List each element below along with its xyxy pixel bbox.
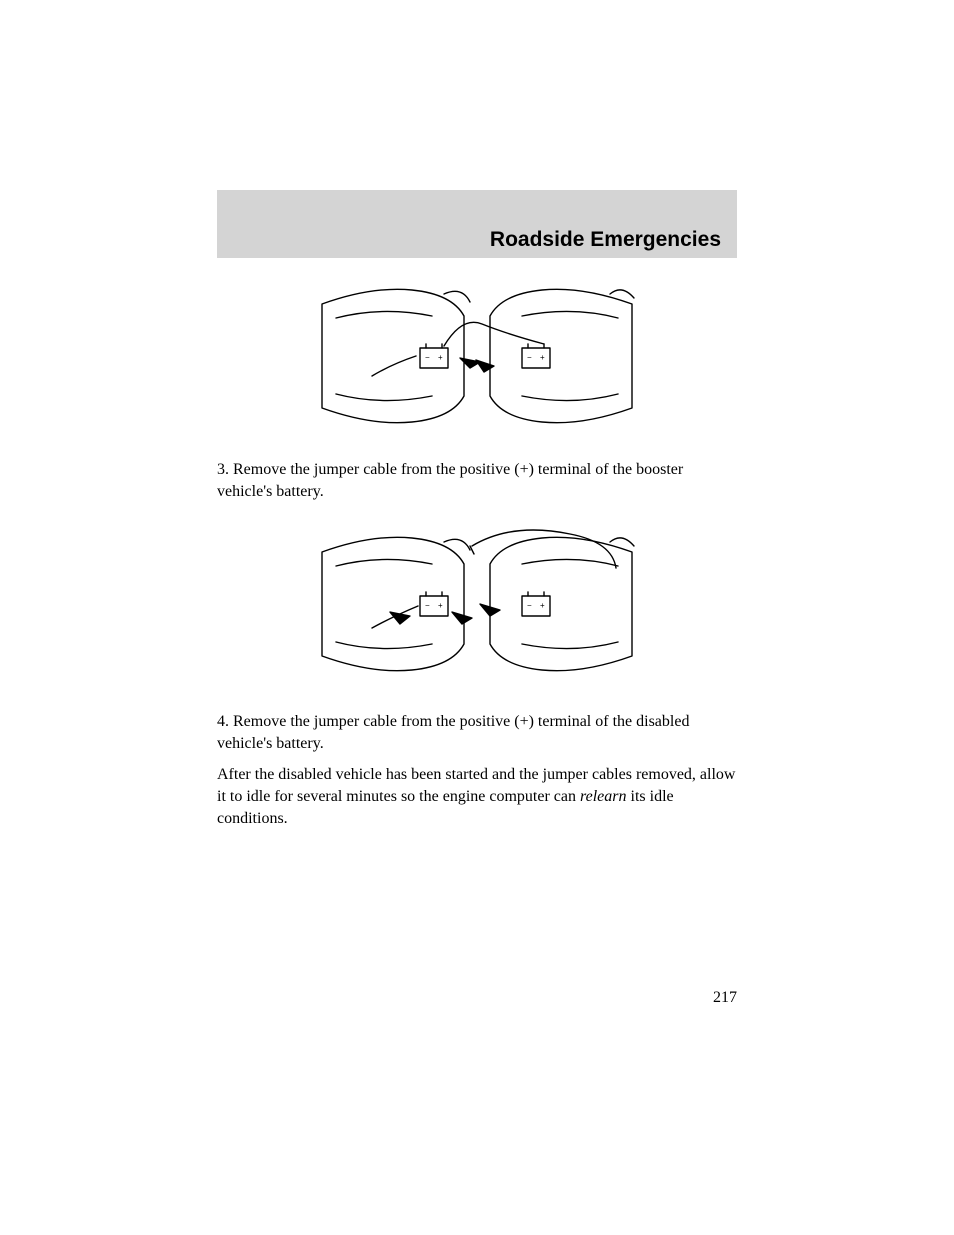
svg-text:−: − xyxy=(527,601,532,610)
step-3-text: 3. Remove the jumper cable from the posi… xyxy=(217,459,737,502)
jumper-diagram-2-svg: − + − + xyxy=(312,516,642,688)
svg-text:−: − xyxy=(425,353,430,362)
section-title: Roadside Emergencies xyxy=(490,228,721,252)
svg-text:−: − xyxy=(425,601,430,610)
svg-text:+: + xyxy=(438,353,443,362)
after-start-text: After the disabled vehicle has been star… xyxy=(217,764,737,829)
figure-step-4: − + − + xyxy=(217,516,737,693)
svg-text:+: + xyxy=(540,601,545,610)
page-content: Roadside Emergencies xyxy=(0,0,954,1235)
jumper-diagram-1-svg: − + − + xyxy=(312,276,642,436)
after-start-italic: relearn xyxy=(580,788,627,805)
svg-text:+: + xyxy=(540,353,545,362)
svg-text:−: − xyxy=(527,353,532,362)
figure-step-3: − + − + xyxy=(217,276,737,441)
svg-text:+: + xyxy=(438,601,443,610)
step-4-text: 4. Remove the jumper cable from the posi… xyxy=(217,711,737,754)
section-header-band: Roadside Emergencies xyxy=(217,190,737,258)
page-number: 217 xyxy=(713,989,737,1007)
